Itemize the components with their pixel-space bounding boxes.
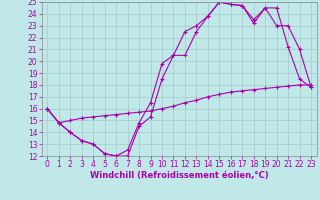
X-axis label: Windchill (Refroidissement éolien,°C): Windchill (Refroidissement éolien,°C) [90,171,268,180]
